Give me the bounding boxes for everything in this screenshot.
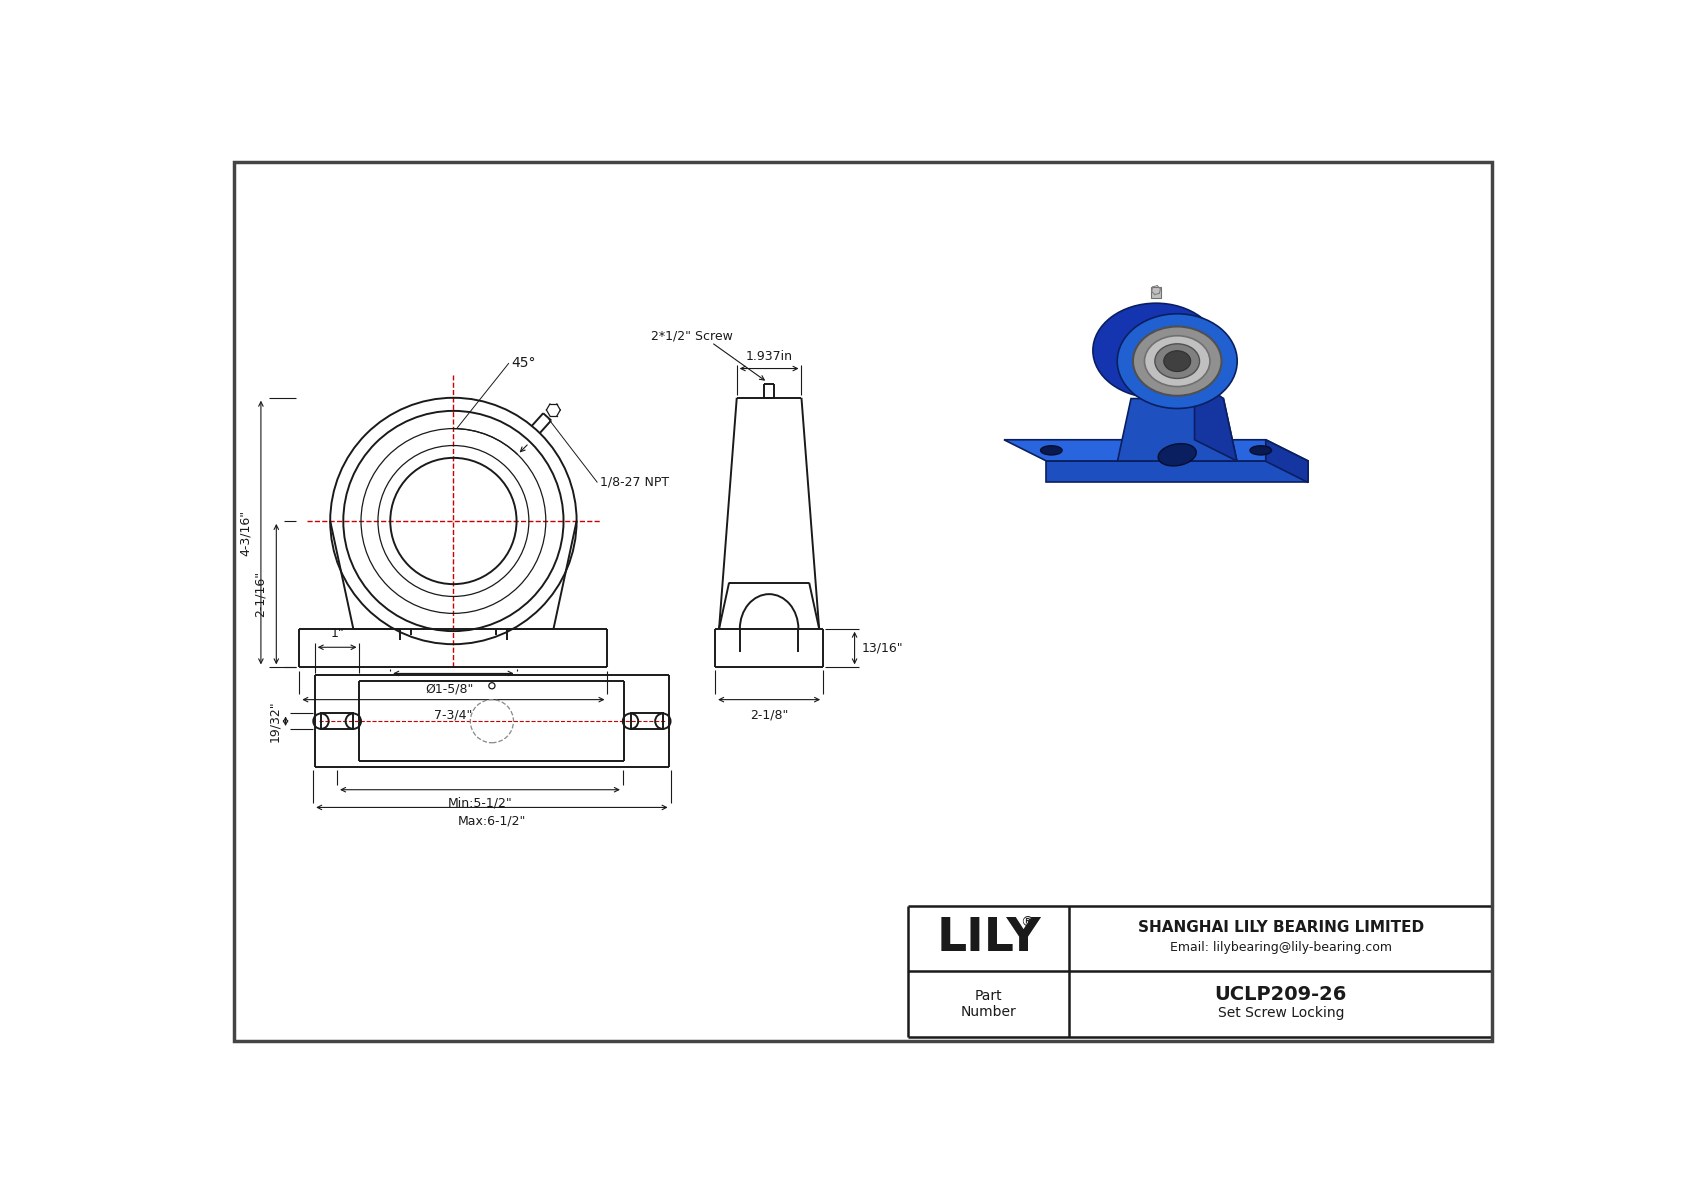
Ellipse shape <box>1164 350 1191 372</box>
Text: 4-3/16": 4-3/16" <box>239 510 251 556</box>
Bar <box>322 713 354 729</box>
Ellipse shape <box>1159 443 1196 466</box>
Bar <box>1152 287 1160 298</box>
Polygon shape <box>1004 439 1308 461</box>
Text: LILY: LILY <box>936 916 1041 961</box>
Text: 1/8-27 NPT: 1/8-27 NPT <box>600 476 669 490</box>
Text: ®: ® <box>1021 916 1034 930</box>
Text: Min:5-1/2": Min:5-1/2" <box>448 797 512 810</box>
Polygon shape <box>1266 439 1308 482</box>
Ellipse shape <box>1133 326 1221 395</box>
Bar <box>630 713 663 729</box>
Ellipse shape <box>1116 313 1238 409</box>
Ellipse shape <box>1250 445 1271 455</box>
Text: Ø1-5/8": Ø1-5/8" <box>426 682 473 696</box>
Text: 2-1/8": 2-1/8" <box>749 709 788 721</box>
Text: SHANGHAI LILY BEARING LIMITED: SHANGHAI LILY BEARING LIMITED <box>1138 921 1425 935</box>
Polygon shape <box>1046 461 1308 482</box>
Ellipse shape <box>1145 336 1209 387</box>
Text: 1": 1" <box>330 626 344 640</box>
Text: 19/32": 19/32" <box>268 700 281 742</box>
Text: Part
Number: Part Number <box>960 989 1017 1019</box>
Text: 2-1/16": 2-1/16" <box>254 570 268 617</box>
Text: 13/16": 13/16" <box>862 642 903 655</box>
Bar <box>630 713 663 729</box>
Text: UCLP209-26: UCLP209-26 <box>1214 985 1347 1004</box>
Bar <box>322 713 354 729</box>
Ellipse shape <box>1041 445 1063 455</box>
Ellipse shape <box>1155 344 1199 379</box>
Text: 45°: 45° <box>512 356 536 370</box>
Text: Max:6-1/2": Max:6-1/2" <box>458 815 525 828</box>
Text: 7-3/4": 7-3/4" <box>434 709 473 721</box>
Ellipse shape <box>1093 304 1219 398</box>
Text: 2*1/2" Screw: 2*1/2" Screw <box>652 330 733 343</box>
Text: Email: lilybearing@lily-bearing.com: Email: lilybearing@lily-bearing.com <box>1170 941 1391 954</box>
Polygon shape <box>1194 378 1236 461</box>
Text: 1.937in: 1.937in <box>746 350 793 363</box>
Text: Set Screw Locking: Set Screw Locking <box>1218 1006 1344 1021</box>
Polygon shape <box>1118 399 1236 461</box>
